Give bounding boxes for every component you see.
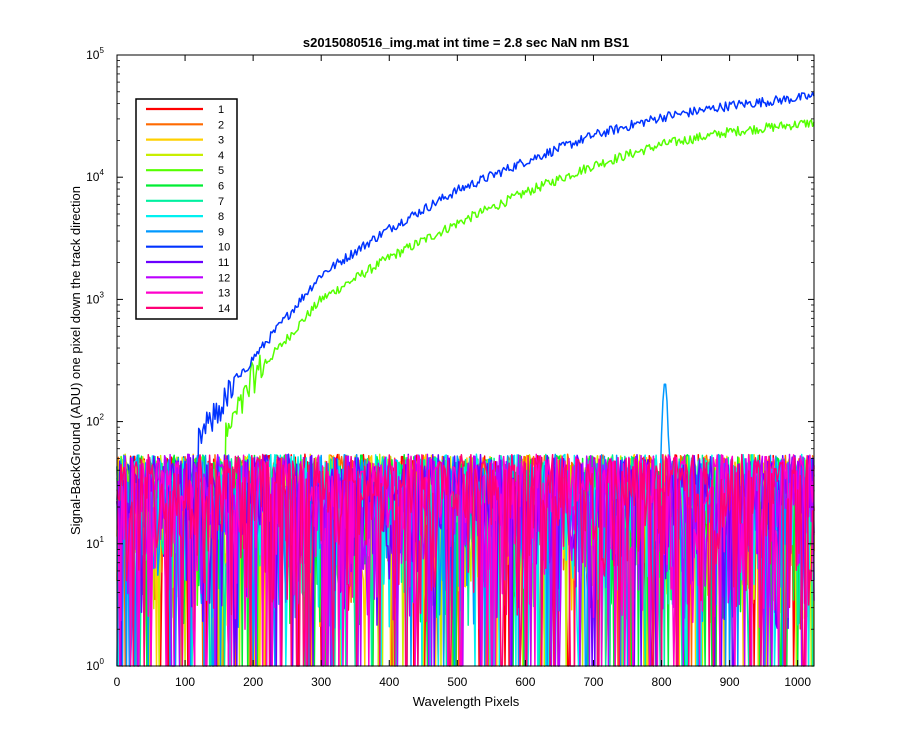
series-line-12 (116, 453, 815, 667)
y-tick-label: 105 (86, 46, 104, 62)
series-line-14 (116, 453, 815, 667)
y-tick-label: 103 (86, 290, 104, 306)
legend-label-5: 5 (218, 165, 224, 177)
legend-label-1: 1 (218, 104, 224, 116)
legend-label-9: 9 (218, 226, 224, 238)
y-tick-label: 100 (86, 657, 104, 673)
x-tick-label: 300 (311, 675, 331, 689)
series-line-13 (116, 453, 815, 667)
legend-label-6: 6 (218, 181, 224, 193)
legend-label-3: 3 (218, 135, 224, 147)
legend-label-4: 4 (218, 150, 224, 162)
series-line-10 (116, 91, 815, 619)
y-tick-label: 101 (86, 535, 104, 551)
chart-title: s2015080516_img.mat int time = 2.8 sec N… (303, 35, 629, 50)
legend-label-7: 7 (218, 196, 224, 208)
legend-label-14: 14 (218, 303, 230, 315)
x-axis-label: Wavelength Pixels (413, 694, 520, 709)
y-tick-label: 104 (86, 168, 104, 184)
x-tick-label: 800 (652, 675, 672, 689)
plot-frame (116, 54, 815, 667)
series-line-5 (116, 119, 815, 624)
x-tick-label: 400 (379, 675, 399, 689)
legend-label-10: 10 (218, 242, 230, 254)
x-tick-label: 900 (720, 675, 740, 689)
y-axis-label: Signal-BackGround (ADU) one pixel down t… (68, 186, 83, 535)
x-tick-label: 0 (114, 675, 121, 689)
legend-box (135, 98, 238, 320)
x-tick-label: 1000 (784, 675, 811, 689)
x-tick-label: 700 (583, 675, 603, 689)
series-layer (116, 91, 815, 667)
legend-label-12: 12 (218, 272, 230, 284)
x-tick-label: 100 (175, 675, 195, 689)
legend-label-8: 8 (218, 211, 224, 223)
legend-label-11: 11 (218, 257, 229, 269)
legend-label-13: 13 (218, 288, 230, 300)
x-tick-label: 200 (243, 675, 263, 689)
y-tick-label: 102 (86, 413, 104, 429)
legend-label-2: 2 (218, 119, 224, 131)
x-tick-label: 600 (515, 675, 535, 689)
x-tick-label: 500 (447, 675, 467, 689)
ticks-layer: 0 100 200 300 400 500 600 700 800 900 100010010110… (86, 46, 814, 689)
